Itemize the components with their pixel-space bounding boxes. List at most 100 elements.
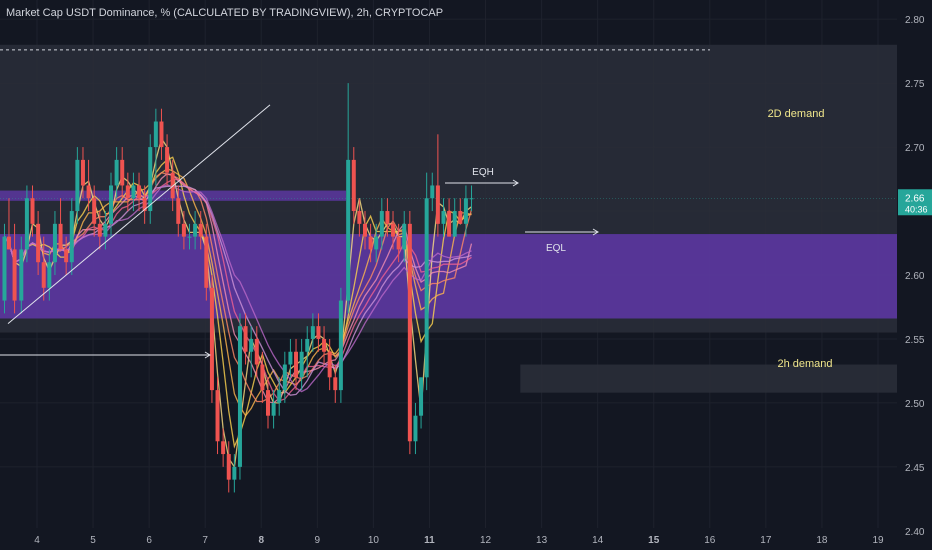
x-tick-label: 5 <box>90 535 96 546</box>
candle-body <box>153 121 158 148</box>
candle-body <box>204 236 209 288</box>
candle-body <box>215 390 220 442</box>
price-tag <box>898 189 932 216</box>
zone-2h-demand <box>520 364 897 393</box>
y-tick-label: 2.60 <box>905 271 925 282</box>
candle-body <box>419 377 424 416</box>
candle-body <box>463 198 468 224</box>
x-tick-label: 8 <box>258 535 264 546</box>
candle-body <box>402 223 407 250</box>
candle-body <box>458 211 463 224</box>
x-tick-label: 10 <box>368 535 380 546</box>
ribbon-line <box>3 171 473 403</box>
candle-body <box>181 223 186 237</box>
candle-body <box>310 326 315 339</box>
y-tick-label: 2.80 <box>905 15 925 26</box>
ribbon-line <box>3 173 473 404</box>
candle-body <box>452 211 457 237</box>
x-tick-label: 17 <box>760 535 772 546</box>
candles <box>2 83 474 493</box>
arrow-eqh-head <box>512 179 519 187</box>
x-tick-label: 11 <box>424 535 435 546</box>
candle-body <box>346 159 351 301</box>
eql-label: EQL <box>546 243 566 254</box>
price-axis-bg <box>897 0 932 550</box>
time-axis[interactable]: 4 5 6 7 8 9 10 11 12 13 14 15 16 17 18 19 <box>0 528 897 550</box>
time-axis-bg <box>0 528 897 550</box>
arrow-eql-head <box>592 228 599 236</box>
x-tick-label: 15 <box>648 535 660 546</box>
candle-body <box>159 121 164 148</box>
candle-body <box>407 223 412 442</box>
candle-body <box>351 159 356 212</box>
candle-body <box>424 198 429 378</box>
candle-body <box>333 377 338 391</box>
candle-body <box>187 236 192 238</box>
candle-body <box>12 249 17 301</box>
price-axis[interactable]: 2.802.752.702.652.602.552.502.452.402.66… <box>897 0 932 550</box>
y-tick-label: 2.45 <box>905 463 925 474</box>
candle-body <box>243 326 248 352</box>
x-tick-label: 13 <box>536 535 548 546</box>
candle-body <box>288 351 293 365</box>
candle-body <box>209 287 214 391</box>
x-tick-label: 4 <box>34 535 40 546</box>
drawings <box>0 104 599 359</box>
x-tick-label: 6 <box>146 535 152 546</box>
eqh-label: EQH <box>472 167 494 178</box>
candle-body <box>142 198 147 212</box>
candle-body <box>237 326 242 467</box>
candle-body <box>64 249 69 263</box>
candle-body <box>86 185 91 199</box>
candle-body <box>131 185 136 199</box>
candle-body <box>447 211 452 237</box>
candle-body <box>30 198 35 224</box>
candle-body <box>176 198 181 224</box>
candle-body <box>92 198 97 224</box>
candle-body <box>2 236 7 301</box>
candle-body <box>36 223 41 263</box>
x-tick-label: 7 <box>202 535 208 546</box>
chart-title: Market Cap USDT Dominance, % (CALCULATED… <box>6 7 444 19</box>
candle-body <box>137 185 142 199</box>
price-tag-value: 2.66 <box>905 193 925 204</box>
candle-body <box>254 338 259 365</box>
candle-body <box>327 351 332 378</box>
zone-labels: EQH EQL 2D demand 2h demand <box>472 108 832 370</box>
candle-body <box>391 223 396 237</box>
arrow-left-range-head <box>204 351 211 359</box>
candle-body <box>58 223 63 250</box>
candle-body <box>271 402 276 416</box>
candle-body <box>282 364 287 391</box>
candle-body <box>316 326 321 339</box>
candle-body <box>435 185 440 224</box>
y-tick-label: 2.70 <box>905 143 925 154</box>
candle-body <box>265 390 270 416</box>
candle-body <box>125 185 130 199</box>
candle-body <box>338 300 343 391</box>
zone-label-2h: 2h demand <box>777 358 832 370</box>
y-tick-label: 2.50 <box>905 399 925 410</box>
candle-body <box>368 236 373 250</box>
x-tick-label: 14 <box>592 535 604 546</box>
candle-body <box>430 185 435 199</box>
candle-body <box>47 262 52 288</box>
candle-body <box>260 364 265 391</box>
x-tick-label: 9 <box>315 535 321 546</box>
candle-body <box>41 262 46 288</box>
candle-body <box>221 441 226 455</box>
candle-body <box>385 211 390 224</box>
candle-body <box>120 159 125 186</box>
y-tick-label: 2.40 <box>905 527 925 538</box>
trend-line[interactable] <box>7 104 271 324</box>
candle-body <box>97 223 102 237</box>
candle-body <box>52 223 57 263</box>
candle-body <box>226 454 231 480</box>
x-tick-label: 19 <box>872 535 884 546</box>
candle-body <box>379 211 384 237</box>
ribbon-line <box>3 183 472 393</box>
y-tick-label: 2.55 <box>905 335 925 346</box>
candle-body <box>193 223 198 237</box>
x-tick-label: 12 <box>480 535 492 546</box>
